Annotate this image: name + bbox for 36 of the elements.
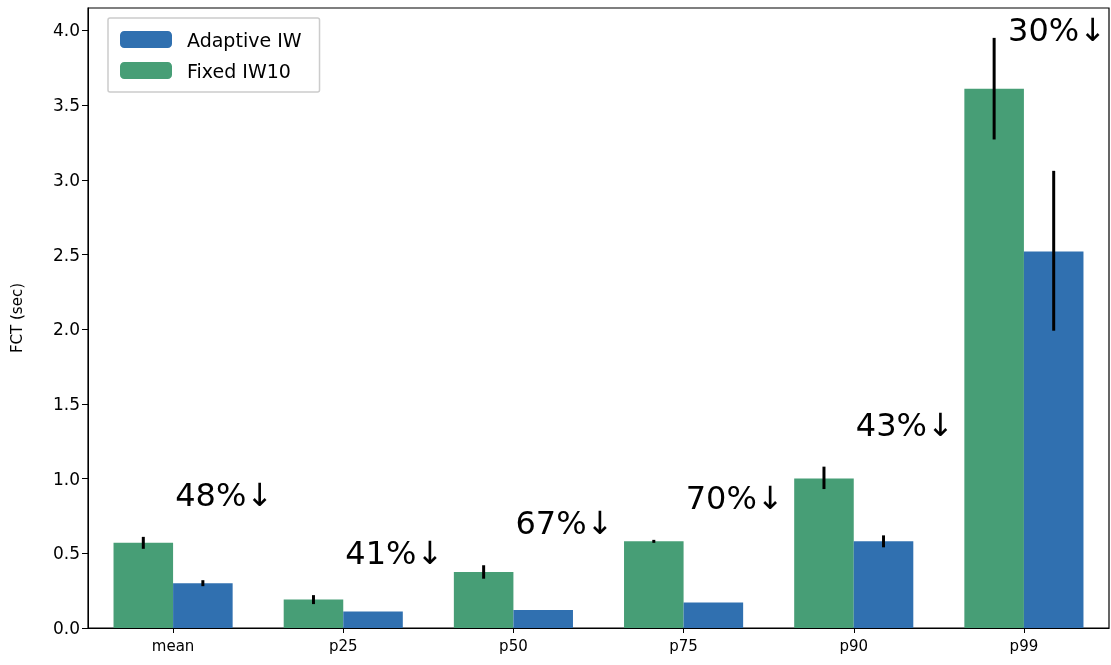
bar <box>513 610 573 628</box>
annotation: 70%↓ <box>685 478 784 517</box>
bar <box>794 478 854 628</box>
bar <box>283 599 344 628</box>
y-tick-label: 3.0 <box>52 169 80 190</box>
y-tick-label: 1.0 <box>52 468 80 489</box>
x-tick-label: p50 <box>499 636 528 655</box>
y-tick-label: 1.5 <box>52 393 80 414</box>
annotation: 67%↓ <box>515 504 614 543</box>
x-tick-label: mean <box>151 636 195 655</box>
y-tick-label: 0.5 <box>52 543 80 564</box>
annotation: 30%↓ <box>1008 11 1106 49</box>
y-tick-label: 4.0 <box>52 20 80 41</box>
x-tick-label: p90 <box>839 636 869 655</box>
x-tick-label: p99 <box>1009 636 1039 655</box>
bar <box>113 542 174 628</box>
bar <box>624 541 684 628</box>
legend-label: Fixed IW10 <box>187 59 291 82</box>
bar <box>343 611 403 628</box>
annotation: 41%↓ <box>345 534 444 573</box>
bar <box>964 88 1024 628</box>
y-tick-label: 0.0 <box>52 618 80 638</box>
bar <box>853 541 914 628</box>
legend-label: Adaptive IW <box>187 28 302 51</box>
annotation: 48%↓ <box>175 475 274 514</box>
x-tick-label: p25 <box>328 636 358 655</box>
y-tick-label: 2.0 <box>52 319 80 340</box>
x-tick-label: p75 <box>669 636 698 655</box>
bar <box>453 571 514 628</box>
bar <box>1023 251 1084 628</box>
y-tick-label: 3.5 <box>52 95 80 116</box>
y-tick-label: 2.5 <box>52 244 80 265</box>
y-axis-title: FCT (sec) <box>7 282 26 354</box>
bar <box>173 583 233 628</box>
bar <box>683 602 744 628</box>
annotation: 43%↓ <box>855 405 954 444</box>
